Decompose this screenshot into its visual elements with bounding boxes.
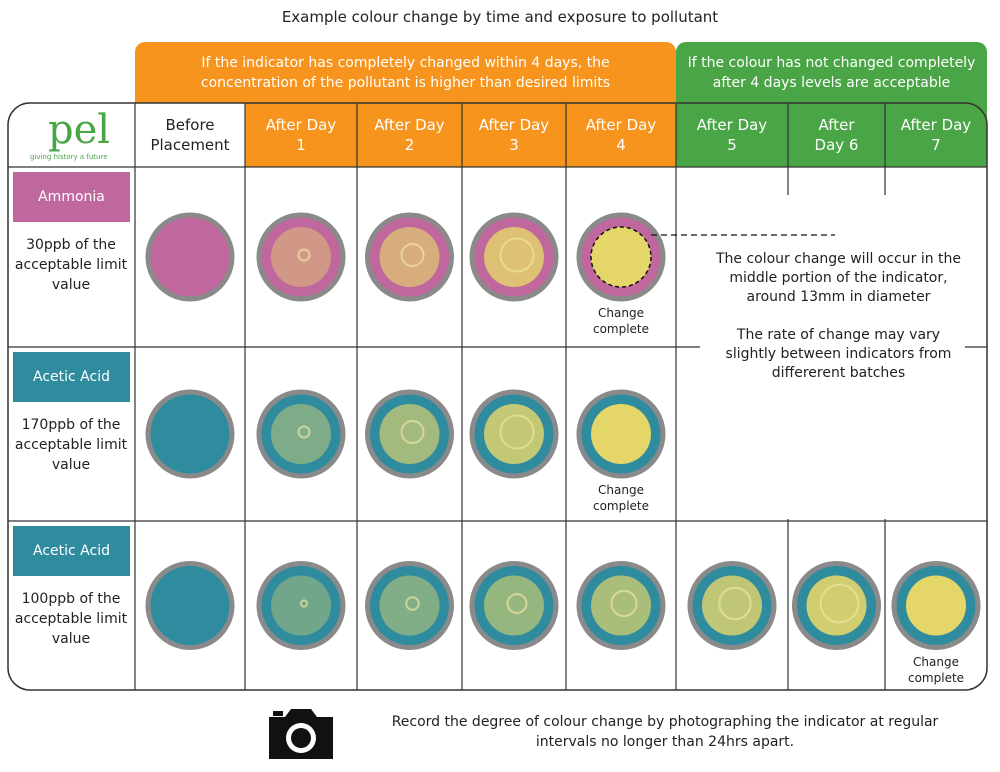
banner: If the colour has not changed completely… — [676, 42, 987, 104]
colour-change-scribble — [405, 596, 420, 611]
camera-icon — [269, 709, 333, 759]
colour-change-scribble — [499, 414, 535, 450]
colour-change — [591, 575, 651, 636]
colour-change — [379, 404, 440, 464]
colour-change — [484, 404, 544, 464]
note: The colour change will occur in the midd… — [712, 250, 965, 383]
row-description: 100ppb of the acceptable limit value — [14, 591, 128, 647]
colour-change — [806, 575, 867, 636]
colour-change — [271, 227, 331, 287]
title: Example colour change by time and exposu… — [281, 8, 719, 26]
column-header: After Day 3 — [478, 116, 550, 154]
colour-change-scribble — [299, 599, 309, 608]
row-label: Acetic Acid — [13, 526, 130, 576]
colour-change — [591, 227, 651, 287]
colour-change-scribble — [499, 237, 535, 273]
indicator — [256, 389, 346, 479]
change-label: Change complete — [592, 306, 650, 336]
colour-change-scribble — [718, 586, 752, 621]
change-label: Change complete — [592, 483, 650, 513]
header-cell — [788, 103, 885, 167]
indicator — [145, 389, 235, 479]
header-cell — [676, 103, 788, 167]
colour-change — [484, 575, 544, 636]
change-label: Change complete — [907, 654, 965, 685]
row-description: 170ppb of the acceptable limit value — [14, 417, 128, 473]
header-cell — [245, 103, 357, 167]
colour-change — [379, 227, 440, 287]
footer-text: Record the degree of colour change by ph… — [391, 714, 939, 750]
colour-change — [906, 575, 966, 636]
header-cell — [885, 103, 987, 167]
header-cell — [135, 103, 245, 167]
colour-change — [484, 227, 544, 287]
logo-tagline: giving history a future — [30, 153, 108, 161]
column-header: After Day 1 — [265, 116, 337, 154]
highlight-ring — [590, 226, 652, 288]
row-description: 30ppb of the acceptable limit value — [14, 237, 128, 293]
indicator — [365, 561, 454, 650]
colour-change — [591, 404, 651, 464]
colour-change — [379, 575, 440, 636]
colour-change-scribble — [819, 583, 860, 624]
column-header: After Day 7 — [900, 116, 972, 154]
note-text: The colour change will occur in the midd… — [715, 251, 962, 305]
colour-change-scribble — [297, 425, 311, 439]
indicator — [145, 561, 235, 650]
note-text: The rate of change may vary slightly bet… — [725, 327, 952, 381]
header-cell — [566, 103, 676, 167]
colour-change — [271, 404, 331, 464]
column-header: Before Placement — [150, 116, 230, 154]
colour-change-scribble — [400, 243, 425, 267]
column-header: After Day 5 — [696, 116, 768, 154]
note-backdrop — [700, 195, 965, 519]
table-border — [7, 102, 988, 691]
column-header: After Day 4 — [585, 116, 657, 154]
colour-change-scribble — [610, 589, 638, 618]
banner: If the indicator has completely changed … — [135, 42, 676, 104]
header-cell — [357, 103, 462, 167]
logo: pel — [48, 107, 111, 153]
colour-change-scribble — [506, 593, 528, 614]
colour-change-scribble — [400, 420, 425, 444]
colour-change — [702, 575, 762, 636]
column-header: After Day 2 — [374, 116, 445, 154]
indicator — [256, 212, 346, 302]
row-label: Ammonia — [13, 172, 130, 222]
indicator — [145, 212, 235, 302]
row-label: Acetic Acid — [13, 352, 130, 402]
header-cell — [462, 103, 566, 167]
colour-change-scribble — [297, 248, 311, 262]
column-header: After Day 6 — [814, 116, 859, 154]
